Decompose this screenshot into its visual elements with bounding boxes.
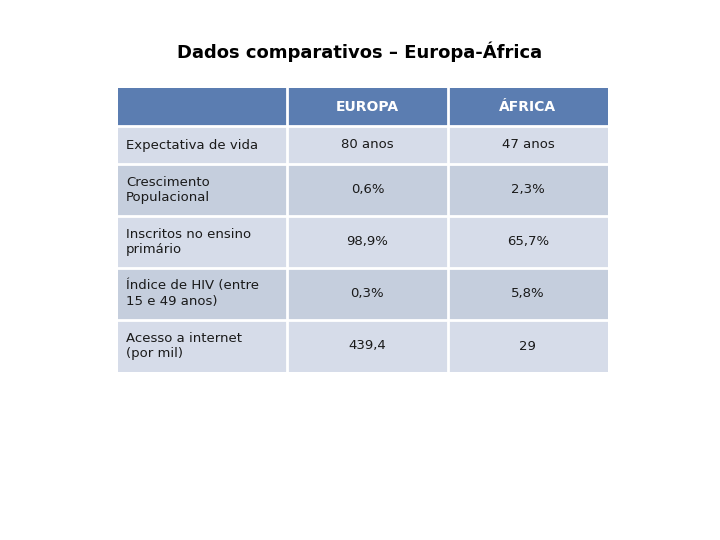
Text: Inscritos no ensino
primário: Inscritos no ensino primário [126, 227, 251, 256]
Bar [287, 88, 448, 126]
Text: 2,3%: 2,3% [511, 184, 545, 197]
Text: ÁFRICA: ÁFRICA [500, 100, 557, 114]
Text: 5,8%: 5,8% [511, 287, 545, 300]
Text: 98,9%: 98,9% [346, 235, 388, 248]
Text: Índice de HIV (entre
15 e 49 anos): Índice de HIV (entre 15 e 49 anos) [126, 280, 259, 308]
Text: 0,6%: 0,6% [351, 184, 384, 197]
Bar [448, 164, 608, 216]
Text: 80 anos: 80 anos [341, 138, 394, 152]
Text: 0,3%: 0,3% [351, 287, 384, 300]
Bar [287, 320, 448, 372]
Text: 47 anos: 47 anos [502, 138, 554, 152]
Text: Dados comparativos – Europa-África: Dados comparativos – Europa-África [177, 42, 543, 62]
Text: 29: 29 [519, 340, 536, 353]
Bar [448, 216, 608, 268]
Text: EUROPA: EUROPA [336, 100, 399, 114]
Text: Acesso a internet
(por mil): Acesso a internet (por mil) [126, 332, 242, 361]
Bar [448, 320, 608, 372]
Bar [448, 268, 608, 320]
Bar [448, 126, 608, 164]
Bar [118, 88, 287, 126]
Bar [287, 164, 448, 216]
Bar [287, 126, 448, 164]
Text: Expectativa de vida: Expectativa de vida [126, 138, 258, 152]
Text: 65,7%: 65,7% [507, 235, 549, 248]
Bar [118, 320, 287, 372]
Bar [118, 126, 287, 164]
Bar [118, 216, 287, 268]
Bar [118, 164, 287, 216]
Text: 439,4: 439,4 [348, 340, 387, 353]
Bar [287, 268, 448, 320]
Text: Crescimento
Populacional: Crescimento Populacional [126, 176, 210, 205]
Bar [287, 216, 448, 268]
Bar [448, 88, 608, 126]
Bar [118, 268, 287, 320]
